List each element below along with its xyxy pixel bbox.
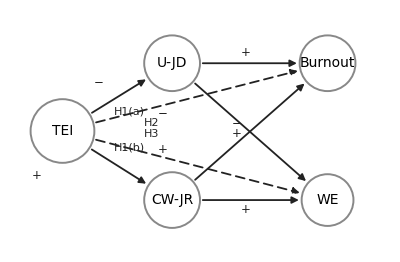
Text: H3: H3: [144, 129, 160, 139]
Ellipse shape: [144, 35, 200, 91]
Text: −: −: [232, 117, 242, 130]
Text: +: +: [241, 203, 251, 216]
Text: −: −: [94, 76, 103, 89]
Text: U-JD: U-JD: [157, 56, 187, 70]
Text: H1(b): H1(b): [114, 143, 146, 153]
Text: WE: WE: [316, 193, 339, 207]
Text: +: +: [32, 169, 42, 182]
Ellipse shape: [144, 172, 200, 228]
Text: TEI: TEI: [52, 124, 73, 138]
Ellipse shape: [300, 35, 356, 91]
Text: Burnout: Burnout: [300, 56, 355, 70]
Text: +: +: [232, 127, 242, 140]
Text: +: +: [241, 46, 251, 59]
Text: H1(a): H1(a): [114, 106, 145, 116]
Text: −: −: [158, 107, 168, 120]
Text: H2: H2: [144, 118, 160, 128]
Text: CW-JR: CW-JR: [151, 193, 193, 207]
Ellipse shape: [30, 99, 94, 163]
Text: +: +: [158, 143, 168, 156]
Ellipse shape: [302, 174, 354, 226]
